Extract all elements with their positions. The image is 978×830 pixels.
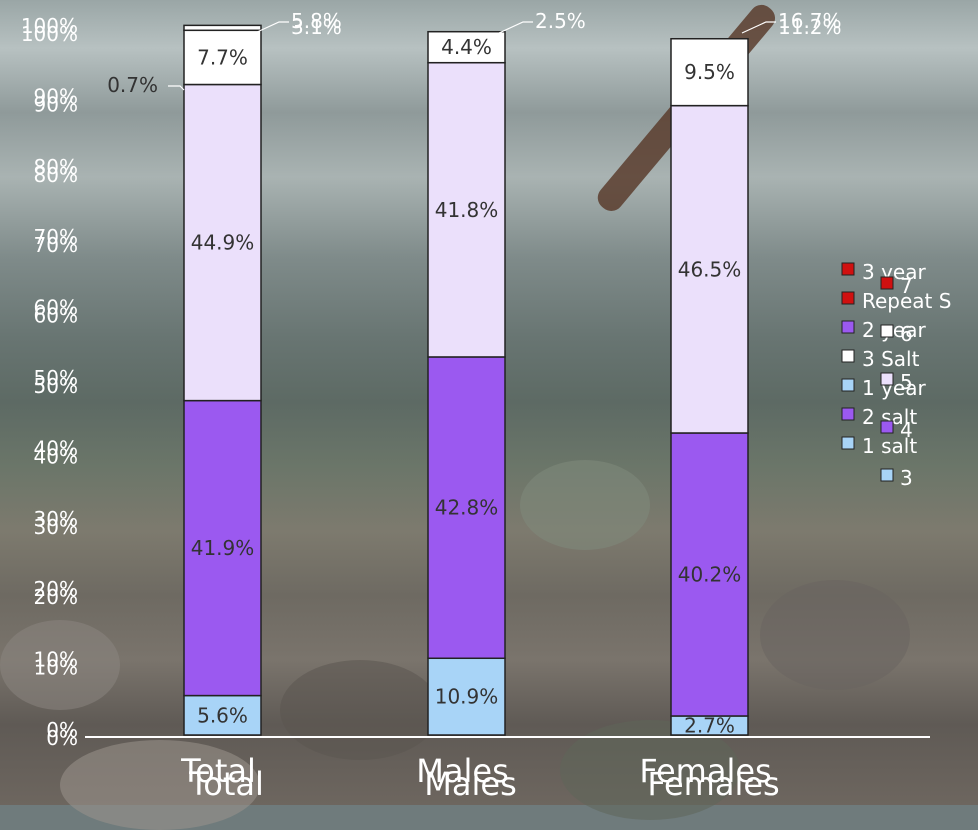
callout-leader-line xyxy=(254,21,289,34)
bar-segment xyxy=(427,657,506,736)
y-tick-label: 50% xyxy=(34,366,78,390)
legend-swatch xyxy=(880,324,894,338)
bar-segment xyxy=(183,399,262,697)
stacked-bar-chart: 0%0% 10%10% 20%20% 30%30% 40%40% 50%50% 60%60%… xyxy=(21,9,952,803)
segment-data-label: 10.9% xyxy=(435,685,499,709)
bar-segment xyxy=(427,30,506,64)
legend-label: 1 salt xyxy=(862,434,917,458)
callout-label: 3.1% xyxy=(291,15,342,39)
legend-label: 5 xyxy=(900,370,913,394)
category-label: Females xyxy=(639,752,771,790)
legend-label: 7 xyxy=(900,274,913,298)
legend-label: Repeat S xyxy=(862,289,951,313)
category-label: Total xyxy=(180,752,256,790)
y-tick-label: 60% xyxy=(34,296,78,320)
y-tick-label: 100% xyxy=(21,22,78,46)
legend-swatch xyxy=(841,262,855,276)
callout-label: 11.2% xyxy=(778,15,842,39)
callout-label: 2.5% xyxy=(535,9,586,33)
legend-swatch xyxy=(880,276,894,290)
y-tick-label: 0% xyxy=(46,726,78,750)
segment-data-label: 40.2% xyxy=(678,562,742,586)
segment-data-label: 41.9% xyxy=(191,536,255,560)
legend-swatch xyxy=(841,436,855,450)
legend-swatch xyxy=(841,407,855,421)
y-tick-label: 90% xyxy=(34,92,78,116)
legend-swatch xyxy=(880,468,894,482)
y-tick-label: 20% xyxy=(34,577,78,601)
y-tick-label: 100% xyxy=(21,14,78,38)
legend-swatch xyxy=(880,420,894,434)
y-tick-label: 40% xyxy=(34,436,78,460)
rock xyxy=(0,620,120,710)
segment-data-label: 2.7% xyxy=(684,713,735,737)
callout-leader-line xyxy=(741,21,776,34)
bar-segment xyxy=(183,694,262,736)
callout-label: 5.8% xyxy=(291,9,342,33)
y-axis: 0%0% 10%10% 20%20% 30%30% 40%40% 50%50% 60%60%… xyxy=(21,14,78,750)
segment-data-label: 9.5% xyxy=(684,60,735,84)
y-tick-label: 30% xyxy=(34,507,78,531)
legend-label: 6 xyxy=(900,322,913,346)
legend-swatch xyxy=(841,378,855,392)
y-tick-label: 0% xyxy=(46,718,78,742)
rock xyxy=(760,580,910,690)
y-tick-label: 80% xyxy=(34,155,78,179)
legend-label: 3 xyxy=(900,466,913,490)
bars: 5.6% 41.9% 44.9% 7.7% 10.9% 42.8% 41.8% 4.4% 2.7… xyxy=(107,24,749,737)
bar-segment xyxy=(670,104,749,434)
callout-leader-line xyxy=(498,21,533,34)
segment-data-label: 4.4% xyxy=(441,35,492,59)
segment-data-label: 44.9% xyxy=(191,231,255,255)
segment-data-label: 7.7% xyxy=(197,45,248,69)
y-tick-label: 20% xyxy=(34,585,78,609)
category-label: Females xyxy=(647,765,779,803)
bar-segment xyxy=(670,37,749,107)
legend-swatch xyxy=(841,320,855,334)
y-tick-label: 40% xyxy=(34,444,78,468)
bar-segment xyxy=(183,29,262,86)
segment-data-label: 5.6% xyxy=(197,703,248,727)
category-label: Males xyxy=(424,765,516,803)
segment-data-label: 41.8% xyxy=(435,198,499,222)
legend-swatch xyxy=(841,349,855,363)
segment-data-label: 46.5% xyxy=(678,257,742,281)
bar-segment xyxy=(183,24,262,32)
bar-segment xyxy=(183,83,262,402)
legend-label: 2 year xyxy=(862,318,926,342)
y-tick-label: 60% xyxy=(34,304,78,328)
segment-data-label: 42.8% xyxy=(435,496,499,520)
bar-segment xyxy=(670,432,749,717)
y-tick-label: 30% xyxy=(34,515,78,539)
y-tick-label: 10% xyxy=(34,656,78,680)
legend-swatch xyxy=(880,372,894,386)
label-leader-line xyxy=(168,85,185,91)
legend-label: 1 year xyxy=(862,376,926,400)
y-tick-label: 70% xyxy=(34,225,78,249)
bar-segment xyxy=(427,61,506,358)
rock xyxy=(520,460,650,550)
legend-label: 3 year xyxy=(862,260,926,284)
y-tick-label: 80% xyxy=(34,163,78,187)
segment-data-label: 0.7% xyxy=(107,73,158,97)
legend-label: 4 xyxy=(900,418,913,442)
y-tick-label: 90% xyxy=(34,84,78,108)
y-tick-label: 50% xyxy=(34,374,78,398)
callouts: 5.8%3.1% 2.5% 16.7%11.2% xyxy=(254,9,842,39)
rock xyxy=(280,660,440,760)
category-label: Total xyxy=(188,765,264,803)
bar-segment xyxy=(427,356,506,660)
legend-label: 3 Salt xyxy=(862,347,920,371)
category-label: Males xyxy=(416,752,508,790)
legend-swatch xyxy=(841,291,855,305)
callout-label: 16.7% xyxy=(778,9,842,33)
y-tick-label: 10% xyxy=(34,648,78,672)
y-tick-label: 70% xyxy=(34,233,78,257)
